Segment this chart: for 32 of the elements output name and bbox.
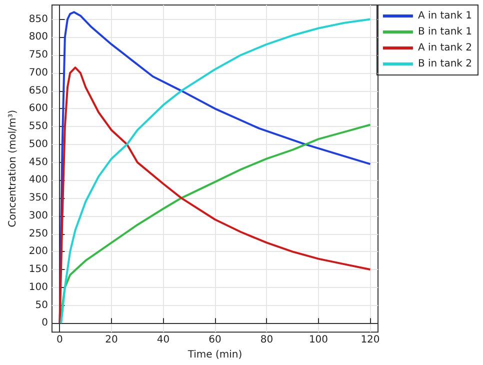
y-tick-label: 100 [28, 282, 48, 293]
y-tick-label: 50 [35, 300, 48, 311]
x-tick-label: 120 [360, 334, 380, 346]
y-tick-label: 650 [28, 85, 48, 96]
x-tick-label: 80 [260, 334, 274, 346]
line-series [58, 66, 372, 324]
x-tick-label: 0 [56, 334, 63, 346]
x-tick-label: 20 [105, 334, 118, 346]
x-tick-label: 60 [208, 334, 222, 346]
y-tick-label: 350 [28, 192, 48, 204]
y-tick-label: 0 [42, 318, 48, 329]
y-tick-label: 150 [28, 264, 48, 276]
legend-label: B in tank 2 [418, 58, 472, 70]
y-tick-label: 600 [28, 103, 48, 114]
x-tick-label: 100 [308, 334, 328, 346]
y-tick-label: 500 [28, 138, 48, 150]
y-tick-label: 250 [28, 228, 48, 240]
y-tick-label: 300 [28, 210, 48, 222]
y-tick-label: 700 [28, 67, 48, 78]
x-tick-label: 40 [156, 334, 170, 346]
y-axis-title: Concentration (mol/m³) [8, 110, 18, 228]
x-axis-title: Time (min) [186, 350, 242, 360]
legend-label: B in tank 1 [418, 26, 472, 38]
y-tick-label: 800 [28, 32, 48, 43]
legend-label: A in tank 1 [418, 10, 472, 22]
y-tick-label: 550 [28, 121, 48, 132]
y-tick-label: 850 [28, 14, 48, 25]
y-tick-label: 450 [28, 156, 48, 168]
y-tick-label: 200 [28, 246, 48, 258]
legend-label: A in tank 2 [418, 42, 472, 54]
y-tick-label: 400 [28, 174, 48, 186]
y-tick-label: 750 [28, 50, 48, 61]
